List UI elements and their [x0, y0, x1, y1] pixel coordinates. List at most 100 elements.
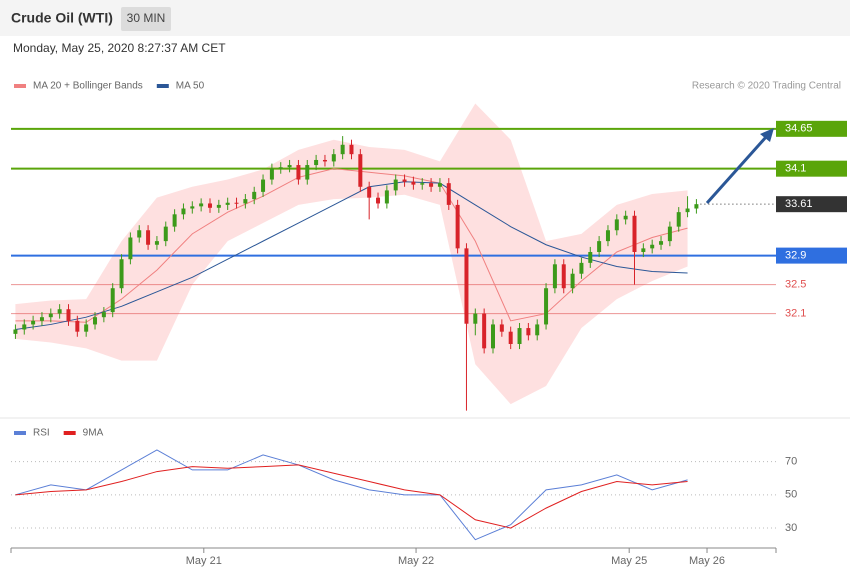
candle-body	[252, 191, 257, 200]
candle-body	[146, 230, 151, 245]
candle-body	[296, 165, 301, 180]
candle-body	[314, 159, 319, 166]
candle-body	[110, 288, 115, 313]
legend-label: RSI	[33, 428, 50, 439]
candle-body	[75, 320, 80, 332]
candle-body	[31, 320, 36, 325]
candle-body	[340, 144, 345, 155]
candle-body	[93, 317, 98, 325]
candle-body	[128, 237, 133, 260]
candle-body	[199, 203, 204, 207]
candle-body	[287, 165, 292, 168]
candle-body	[269, 168, 274, 180]
level-tag	[776, 247, 847, 264]
level-tag	[776, 120, 847, 137]
rsi-line	[15, 464, 688, 529]
x-tick-label: May 25	[611, 555, 647, 567]
candle-body	[22, 324, 27, 330]
candle-body	[137, 230, 142, 238]
candle-body	[685, 208, 690, 213]
legend-swatch	[14, 431, 26, 435]
candle-body	[376, 197, 381, 204]
candle-body	[154, 241, 159, 245]
candle-body	[181, 208, 186, 215]
candle-body	[207, 203, 212, 208]
candle-body	[588, 251, 593, 263]
candle-body	[482, 313, 487, 349]
candle-body	[597, 241, 602, 252]
candle-body	[561, 264, 566, 289]
candle-body	[190, 206, 195, 209]
level-label: 32.1	[785, 307, 806, 319]
date: Monday, May 25, 2020 8:27:37 AM CET	[13, 41, 226, 55]
candle-body	[570, 273, 575, 289]
candle-body	[13, 329, 18, 334]
candle-body	[216, 204, 221, 208]
x-tick-label: May 26	[689, 555, 725, 567]
candle-body	[48, 313, 53, 318]
candle-body	[455, 204, 460, 249]
candle-body	[508, 331, 513, 344]
candle-body	[623, 215, 628, 220]
legend-swatch	[156, 84, 169, 88]
y-tick-label: 50	[785, 489, 797, 501]
candle-body	[322, 159, 327, 162]
candle-body	[694, 204, 699, 209]
candle-body	[305, 165, 310, 180]
candle-body	[517, 328, 522, 344]
level-tag	[776, 196, 847, 213]
candle-body	[331, 154, 336, 162]
legend-label: MA 50	[176, 81, 205, 92]
candle-body	[535, 324, 540, 336]
candle-body	[101, 312, 106, 318]
candle-body	[526, 328, 531, 336]
candle-body	[172, 214, 177, 227]
level-label: 32.5	[785, 278, 806, 290]
candle-body	[579, 262, 584, 274]
level-label: 32.9	[785, 250, 806, 262]
candle-body	[84, 324, 89, 332]
level-label: 34.65	[785, 123, 813, 135]
candle-body	[544, 288, 549, 325]
title: Crude Oil (WTI)	[11, 10, 113, 26]
ma-line	[15, 181, 688, 331]
candle-body	[66, 309, 71, 321]
candle-body	[225, 202, 230, 205]
rsi-panel: RSI 9MA 70 50 30 May 21 May 22 May 25 May 26	[10, 428, 797, 567]
level-label: 34.1	[785, 163, 806, 175]
x-tick-label: May 21	[186, 555, 222, 567]
candle-body	[411, 181, 416, 185]
candle-body	[490, 324, 495, 349]
legend-swatch	[63, 431, 76, 435]
candle-body	[473, 313, 478, 324]
badge-box	[121, 7, 171, 31]
candle-body	[57, 309, 62, 314]
x-tick-label: May 22	[398, 555, 434, 567]
candle-body	[552, 264, 557, 289]
candle-body	[605, 230, 610, 242]
y-tick-label: 30	[785, 522, 797, 534]
candle-body	[446, 183, 451, 205]
candle-body	[676, 212, 681, 227]
candle-body	[499, 324, 504, 332]
level-label: 33.61	[785, 198, 813, 210]
candle-body	[349, 144, 354, 155]
candle-body	[243, 199, 248, 204]
candle-body	[667, 226, 672, 242]
candle-body	[261, 179, 266, 192]
forecast-arrow	[705, 136, 768, 204]
candle-body	[384, 190, 389, 204]
candle-body	[39, 317, 44, 321]
candle-body	[641, 248, 646, 252]
candle-body	[464, 248, 469, 324]
candle-body	[393, 179, 398, 191]
candle-body	[163, 226, 168, 242]
candle-body	[119, 259, 124, 289]
candle-body	[420, 183, 425, 185]
candle-body	[437, 183, 442, 187]
candle-body	[614, 219, 619, 231]
candle-body	[402, 179, 407, 182]
candle-body	[234, 202, 239, 204]
forecast-arrowhead	[760, 128, 774, 142]
